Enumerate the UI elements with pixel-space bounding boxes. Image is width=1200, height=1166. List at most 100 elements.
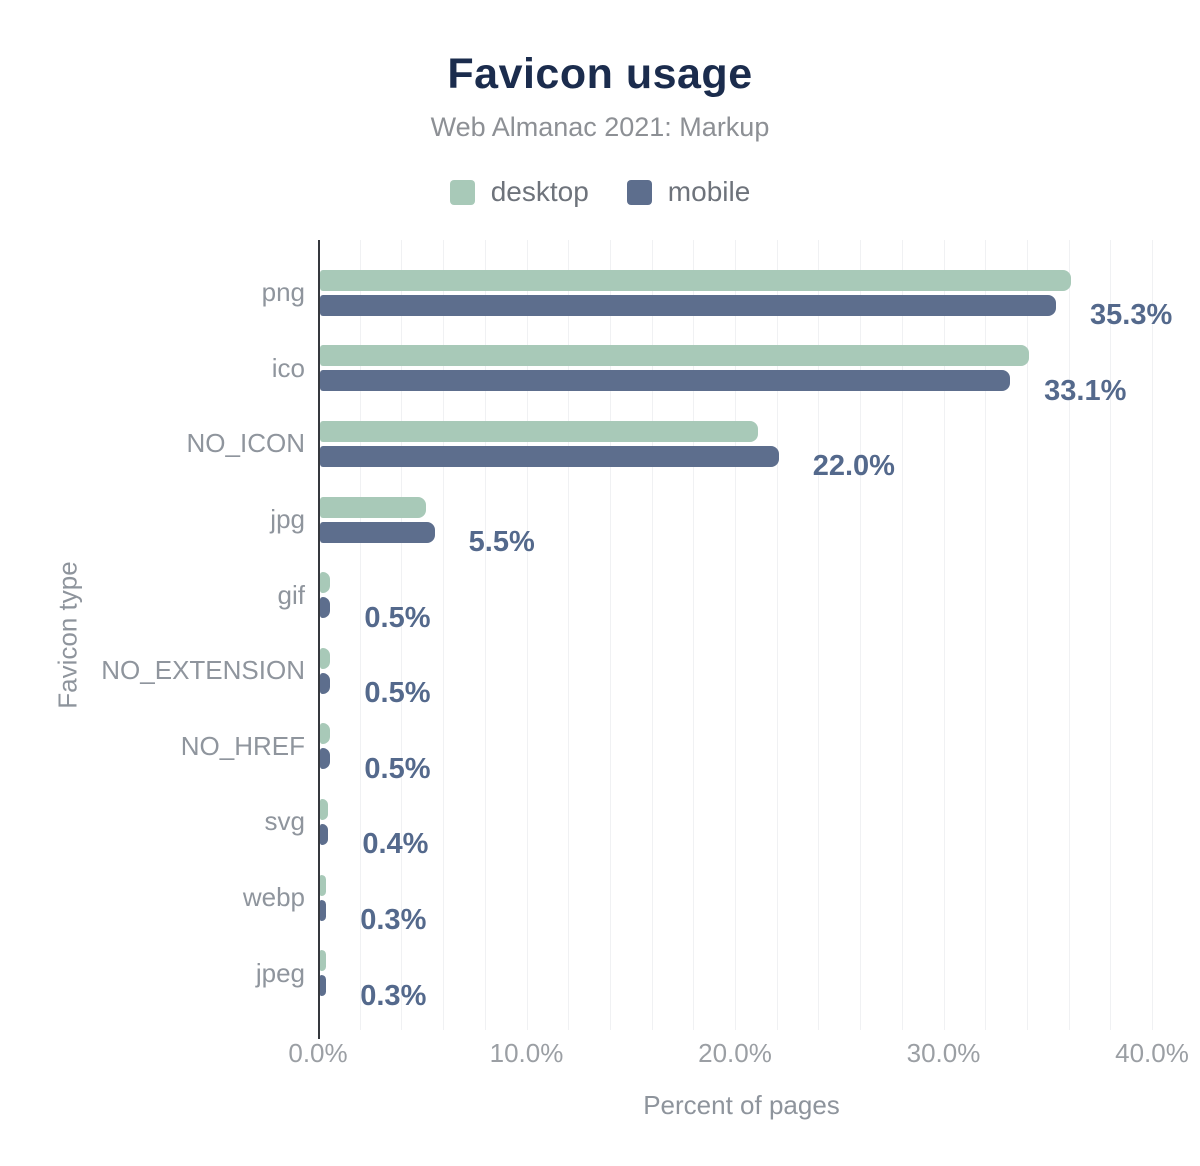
chart-row: jpg 5.5% [270, 482, 1165, 558]
x-tick-label: 10.0% [489, 1038, 564, 1068]
mobile-bar[interactable] [320, 748, 331, 770]
gridline [359, 240, 361, 1030]
x-tick-label: 30.0% [906, 1038, 981, 1068]
desktop-bar[interactable] [320, 950, 327, 972]
gridline [651, 240, 653, 1030]
mobile-bar[interactable] [320, 899, 327, 921]
value-label: 0.4% [362, 828, 429, 861]
gridline [526, 240, 528, 1030]
gridline [443, 240, 445, 1030]
gridline [943, 240, 945, 1030]
y-axis-title: Favicon type [52, 561, 83, 709]
chart-row: png 35.3% [262, 255, 1172, 331]
x-axis-zero-tick [318, 1030, 320, 1039]
x-axis-title: Percent of pages [643, 1090, 840, 1120]
chart-subtitle: Web Almanac 2021: Markup [430, 112, 770, 142]
mobile-bar[interactable] [320, 294, 1056, 316]
category-label: ico [271, 352, 305, 383]
chart-row: webp 0.3% [243, 860, 1165, 936]
bar-pair [320, 647, 331, 694]
chart-row: NO_HREF 0.5% [181, 709, 1165, 785]
chart-row: NO_ICON 22.0% [187, 406, 1165, 482]
bar-pair [320, 798, 329, 845]
bar-pair [320, 345, 1029, 392]
category-label: NO_ICON [186, 428, 305, 459]
mobile-bar[interactable] [320, 445, 779, 467]
value-label: 35.3% [1090, 299, 1173, 332]
legend-item-mobile[interactable]: mobile [626, 176, 751, 208]
desktop-bar[interactable] [320, 723, 331, 745]
category-label: jpg [270, 504, 305, 535]
chart-title: Favicon usage [447, 50, 753, 98]
value-label: 0.5% [364, 601, 431, 634]
desktop-bar[interactable] [320, 269, 1071, 291]
category-label: NO_HREF [180, 730, 305, 761]
desktop-bar[interactable] [320, 345, 1029, 367]
mobile-bar[interactable] [320, 521, 435, 543]
category-label: png [261, 277, 305, 308]
x-tick-label: 0.0% [288, 1038, 348, 1068]
bar-pair [320, 950, 327, 997]
chart-row: gif 0.5% [278, 557, 1165, 634]
value-label: 0.3% [360, 979, 427, 1012]
category-label: jpeg [255, 957, 305, 988]
desktop-bar[interactable] [320, 647, 331, 669]
gridline [735, 240, 736, 1030]
gridline [484, 240, 486, 1030]
legend-item-desktop[interactable]: desktop [449, 176, 589, 208]
bar-pair [320, 723, 331, 770]
gridline [776, 240, 778, 1030]
gridline [1026, 240, 1028, 1030]
y-axis-line [318, 240, 320, 1030]
gridline [1068, 240, 1070, 1030]
bar-pair [320, 874, 327, 921]
bar-pair [320, 269, 1071, 316]
chart-row: NO_EXTENSION 0.5% [101, 633, 1165, 709]
chart-row: ico 33.1% [272, 331, 1165, 407]
category-label: gif [277, 579, 305, 610]
bar-pair [320, 572, 331, 619]
x-tick-label: 20.0% [698, 1038, 772, 1068]
desktop-swatch-icon [449, 179, 475, 205]
desktop-bar[interactable] [320, 496, 427, 518]
bar-pair [320, 420, 779, 467]
desktop-bar[interactable] [320, 874, 327, 896]
mobile-bar[interactable] [320, 370, 1011, 392]
gridline [860, 240, 862, 1030]
mobile-bar[interactable] [320, 597, 331, 619]
gridline [1110, 240, 1112, 1030]
legend-label-desktop: desktop [490, 176, 589, 207]
category-label: webp [242, 882, 305, 913]
gridline [1152, 240, 1153, 1030]
chart-row: svg 0.4% [265, 784, 1165, 860]
legend: desktop mobile [0, 176, 1200, 208]
value-label: 5.5% [468, 526, 535, 559]
gridline [401, 240, 403, 1030]
bar-pair [320, 496, 435, 543]
value-label: 0.3% [360, 904, 427, 937]
value-label: 0.5% [364, 677, 431, 710]
gridline [985, 240, 987, 1030]
mobile-swatch-icon [626, 179, 652, 205]
desktop-bar[interactable] [320, 572, 331, 594]
desktop-bar[interactable] [320, 420, 758, 442]
category-label: NO_EXTENSION [101, 655, 305, 686]
category-label: svg [264, 806, 305, 837]
mobile-bar[interactable] [320, 975, 327, 997]
desktop-bar[interactable] [320, 798, 329, 820]
mobile-bar[interactable] [320, 672, 331, 694]
mobile-bar[interactable] [320, 823, 329, 845]
value-label: 33.1% [1044, 374, 1127, 407]
gridline [818, 240, 820, 1030]
value-label: 22.0% [812, 450, 895, 483]
plot-area: png 35.3% ico 33.1% NO_ICON 22.0% jpg 5.5% gif 0.… [101, 240, 1172, 1030]
x-tick-label: 40.0% [1115, 1038, 1189, 1068]
bar-rows: png 35.3% ico 33.1% NO_ICON 22.0% jpg 5.5% gif 0.… [101, 255, 1172, 1012]
gridline [609, 240, 611, 1030]
gridline [568, 240, 570, 1030]
legend-label-mobile: mobile [667, 176, 751, 207]
gridline [901, 240, 903, 1030]
gridline [693, 240, 695, 1030]
chart-row: jpeg 0.3% [256, 935, 1165, 1012]
